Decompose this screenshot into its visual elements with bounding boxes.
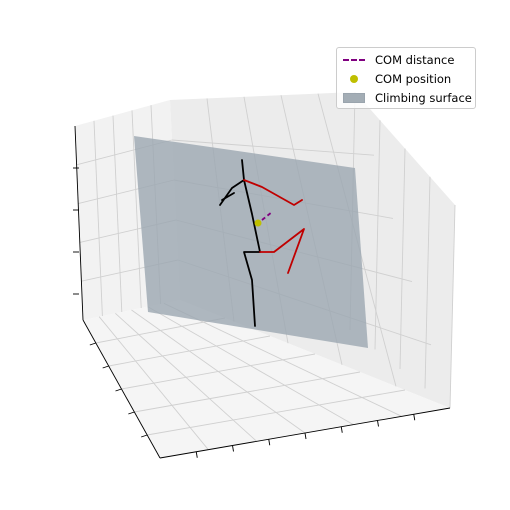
axis-ticks <box>73 167 416 458</box>
legend-item-com-distance: COM distance <box>341 52 454 68</box>
grid-line <box>399 148 406 370</box>
y-tick <box>141 434 148 438</box>
climbing-surface <box>134 136 368 348</box>
grid-line <box>424 176 431 389</box>
legend-label: COM distance <box>375 53 455 67</box>
x-tick <box>413 414 416 421</box>
dashed-line-swatch <box>341 53 367 67</box>
grid-line <box>171 139 375 156</box>
right-leg <box>259 228 305 274</box>
right-arm <box>243 179 303 206</box>
floor-pane <box>83 300 450 458</box>
y-tick <box>89 342 96 346</box>
grid-line <box>93 120 103 317</box>
y-tick <box>128 411 135 415</box>
marker-swatch <box>341 72 367 86</box>
com-position-marker <box>254 219 262 227</box>
x-tick <box>340 426 343 433</box>
climber-figure <box>219 159 305 327</box>
x-tick <box>377 420 379 427</box>
legend-label: COM position <box>375 72 452 86</box>
legend-item-com-position: COM position <box>341 71 451 87</box>
legend-item-climbing-surface: Climbing surface <box>341 90 472 106</box>
x-tick <box>195 451 198 458</box>
y-tick <box>115 388 122 392</box>
surface-plane <box>134 136 368 348</box>
legend-label: Climbing surface <box>375 91 472 105</box>
grid-line <box>449 204 456 409</box>
grid-line <box>374 120 381 350</box>
y-tick <box>102 365 109 369</box>
grid-line <box>112 115 123 313</box>
com-distance-line <box>261 211 273 221</box>
x-tick <box>232 445 234 452</box>
legend: COM distance COM position Climbing surfa… <box>336 47 476 109</box>
left-forearm <box>221 192 235 201</box>
left-leg <box>243 251 261 327</box>
z-axis-line <box>74 125 84 321</box>
x-tick <box>304 432 307 440</box>
patch-swatch <box>341 91 367 105</box>
grid-line <box>147 389 406 436</box>
x-tick <box>268 439 271 446</box>
grid-line <box>131 110 142 309</box>
torso <box>241 159 261 253</box>
